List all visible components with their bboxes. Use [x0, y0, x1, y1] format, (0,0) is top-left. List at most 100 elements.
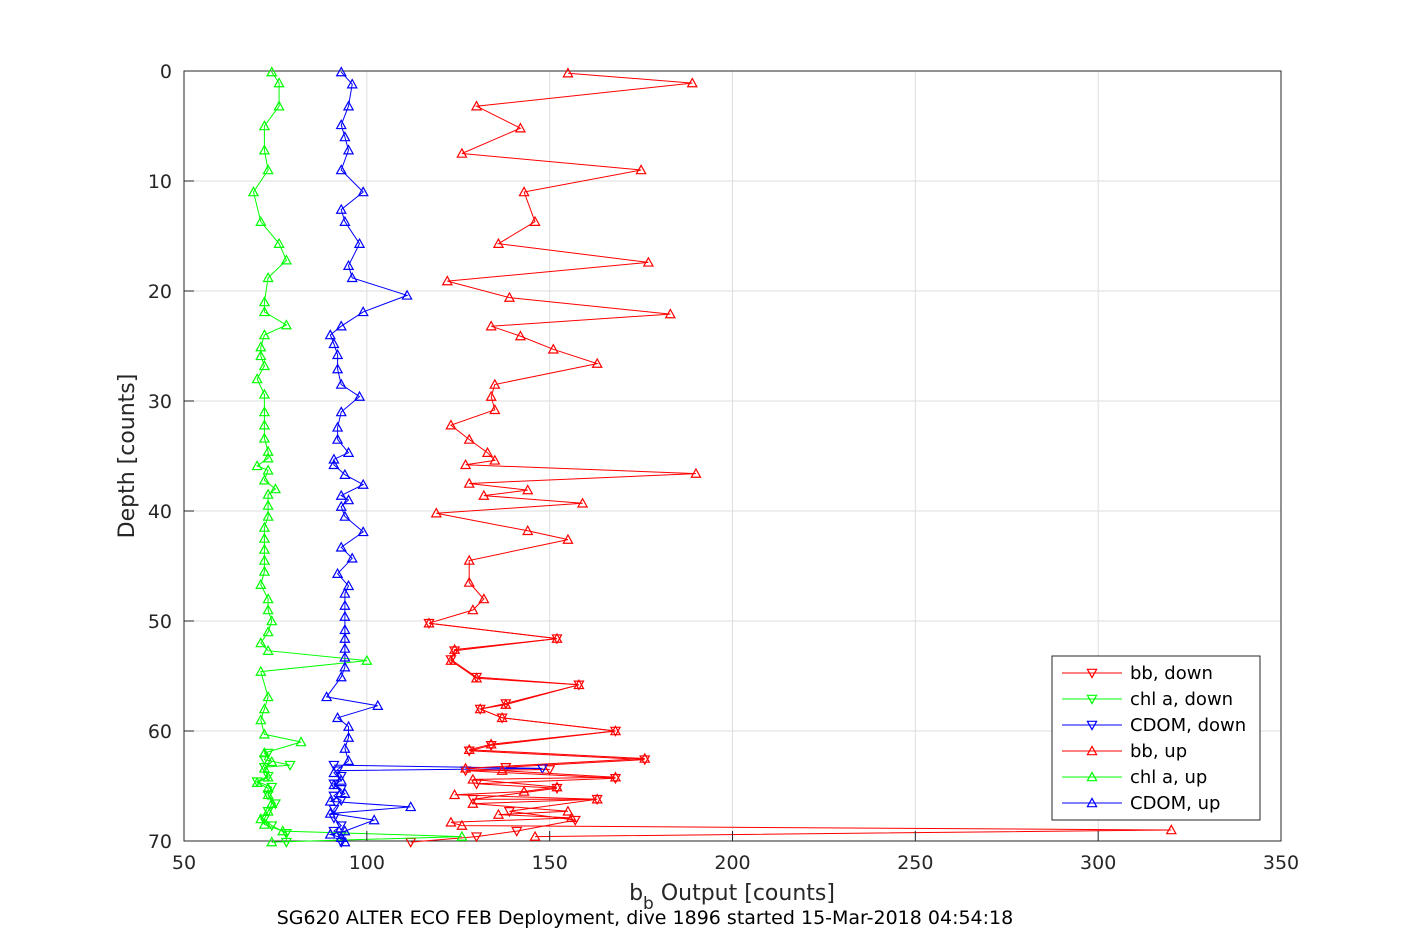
data-point — [478, 593, 490, 604]
data-point — [518, 785, 530, 796]
data-point — [273, 77, 285, 88]
data-point — [262, 691, 274, 702]
series-4 — [247, 66, 468, 847]
data-point — [514, 122, 527, 133]
dive-caption: SG620 ALTER ECO FEB Deployment, dive 189… — [277, 907, 1013, 929]
data-point — [339, 131, 351, 142]
data-point — [368, 814, 380, 825]
data-point — [361, 654, 373, 665]
data-point — [335, 671, 347, 682]
data-point — [339, 787, 351, 798]
data-point — [492, 808, 505, 819]
series-5 — [320, 66, 417, 847]
data-point — [342, 579, 355, 591]
data-point — [280, 254, 293, 265]
x-tick-label: 50 — [172, 852, 196, 874]
data-point — [258, 762, 271, 773]
data-point — [273, 100, 285, 111]
data-point — [357, 186, 369, 197]
data-point — [664, 308, 676, 319]
data-point — [255, 578, 267, 589]
data-point — [262, 788, 274, 800]
legend-box — [1051, 655, 1261, 821]
y-axis-label: Depth [counts] — [115, 374, 140, 539]
data-point — [467, 773, 479, 784]
data-point — [441, 275, 453, 286]
series-line — [428, 72, 1172, 838]
data-point — [686, 77, 698, 88]
data-point — [467, 797, 479, 808]
data-point — [445, 419, 457, 430]
data-point — [335, 320, 347, 331]
data-point — [353, 390, 366, 401]
data-point — [266, 755, 278, 767]
data-point — [536, 764, 548, 775]
data-point — [262, 782, 274, 793]
x-axis-label-subscript: b — [643, 894, 654, 914]
data-point — [423, 617, 435, 628]
data-point — [448, 788, 461, 800]
data-point — [255, 714, 267, 725]
data-point — [266, 782, 278, 793]
x-tick-label: 150 — [532, 852, 568, 874]
legend-marker — [1086, 797, 1098, 808]
data-point — [277, 825, 289, 836]
data-point — [331, 433, 344, 444]
data-point — [262, 271, 274, 283]
data-point — [547, 343, 559, 354]
ticks: 50 100 150 200 250 300 350 0 10 20 30 40 50 60 70 — [148, 61, 1299, 874]
data-point — [609, 771, 622, 782]
data-point — [1165, 824, 1177, 835]
data-point — [255, 665, 267, 676]
data-point — [331, 711, 344, 723]
legend-entry: bb, up — [1062, 741, 1187, 762]
data-point — [485, 320, 497, 331]
data-point — [251, 776, 263, 787]
data-point — [262, 604, 274, 615]
data-point — [258, 818, 271, 829]
data-point — [562, 533, 574, 544]
data-point — [342, 259, 355, 270]
data-point — [251, 460, 263, 471]
data-point — [335, 489, 347, 500]
data-point — [522, 524, 534, 536]
series-1 — [251, 748, 296, 848]
data-point — [445, 816, 457, 827]
data-point — [258, 474, 271, 485]
data-point — [258, 144, 271, 155]
data-point — [529, 830, 541, 841]
data-point — [639, 752, 651, 763]
data-point — [258, 521, 271, 532]
data-point — [258, 388, 271, 399]
data-point — [262, 805, 274, 816]
data-point — [324, 828, 336, 839]
data-point — [346, 271, 358, 283]
x-tick-label: 300 — [1080, 852, 1116, 874]
data-point — [565, 812, 578, 823]
data-point — [485, 741, 497, 752]
x-tick-label: 100 — [349, 852, 385, 874]
data-point — [481, 446, 494, 457]
data-point — [489, 403, 501, 415]
data-point — [511, 826, 523, 837]
legend-label: CDOM, up — [1130, 793, 1220, 814]
data-point — [255, 637, 267, 648]
data-point — [335, 541, 347, 552]
data-point — [562, 67, 574, 78]
data-point — [258, 432, 271, 443]
data-point — [258, 747, 271, 758]
data-point — [331, 567, 344, 578]
data-point — [262, 593, 274, 604]
data-point — [331, 421, 344, 432]
data-point — [456, 830, 468, 841]
data-point — [258, 703, 271, 714]
data-point — [405, 801, 417, 812]
legend-label: bb, up — [1130, 741, 1187, 762]
data-point — [339, 215, 351, 226]
data-point — [357, 306, 369, 317]
data-point — [262, 748, 274, 759]
data-point — [258, 120, 271, 131]
data-point — [445, 654, 457, 665]
data-point — [463, 576, 475, 587]
data-point — [255, 215, 267, 226]
